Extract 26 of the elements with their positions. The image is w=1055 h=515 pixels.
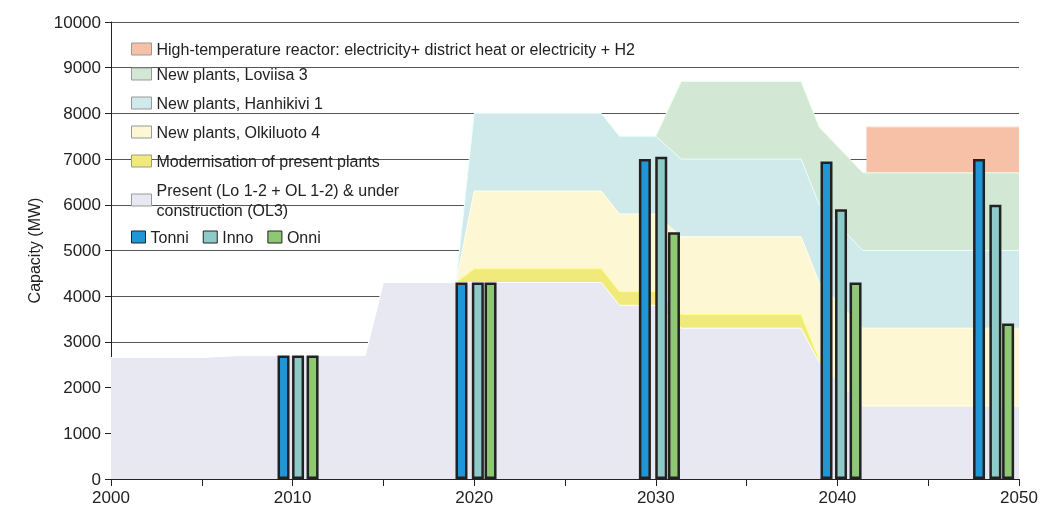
legend-label: New plants, Olkiluoto 4 xyxy=(156,123,321,141)
legend-label: New plants, Hanhikivi 1 xyxy=(156,94,323,112)
y-axis-title: Capacity (MW) xyxy=(26,197,44,304)
x-tick-label: 2020 xyxy=(455,488,494,507)
x-tick-label: 2040 xyxy=(818,488,857,507)
legend-label: Tonni xyxy=(150,228,189,246)
y-tick-label: 0 xyxy=(91,469,101,489)
x-tick-label: 2030 xyxy=(636,488,675,507)
legend-label: New plants, Loviisa 3 xyxy=(156,65,308,83)
y-tick-label: 1000 xyxy=(63,423,101,443)
y-tick-label: 4000 xyxy=(63,286,101,306)
y-tick-label: 7000 xyxy=(63,149,101,169)
x-tick-label: 2000 xyxy=(92,488,130,507)
y-tick-label: 5000 xyxy=(63,241,101,260)
y-tick-label: 2000 xyxy=(63,378,101,398)
legend-label: High-temperature reactor: electricity+ district heat or electricity + H2 xyxy=(156,40,635,58)
legend-label: Onni xyxy=(286,228,321,246)
y-tick-label: 6000 xyxy=(63,195,101,215)
y-tick-label: 9000 xyxy=(63,58,101,78)
y-tick-label: 8000 xyxy=(63,103,101,123)
x-tick-label: 2050 xyxy=(1000,488,1038,507)
legend-label: Present (Lo 1-2 + OL 1-2) & under construction (OL3) xyxy=(156,181,404,219)
y-tick-label: 3000 xyxy=(63,332,101,352)
legend-label: Inno xyxy=(222,228,254,246)
x-tick-label: 2010 xyxy=(273,488,312,507)
y-tick-label: 10000 xyxy=(53,12,101,32)
